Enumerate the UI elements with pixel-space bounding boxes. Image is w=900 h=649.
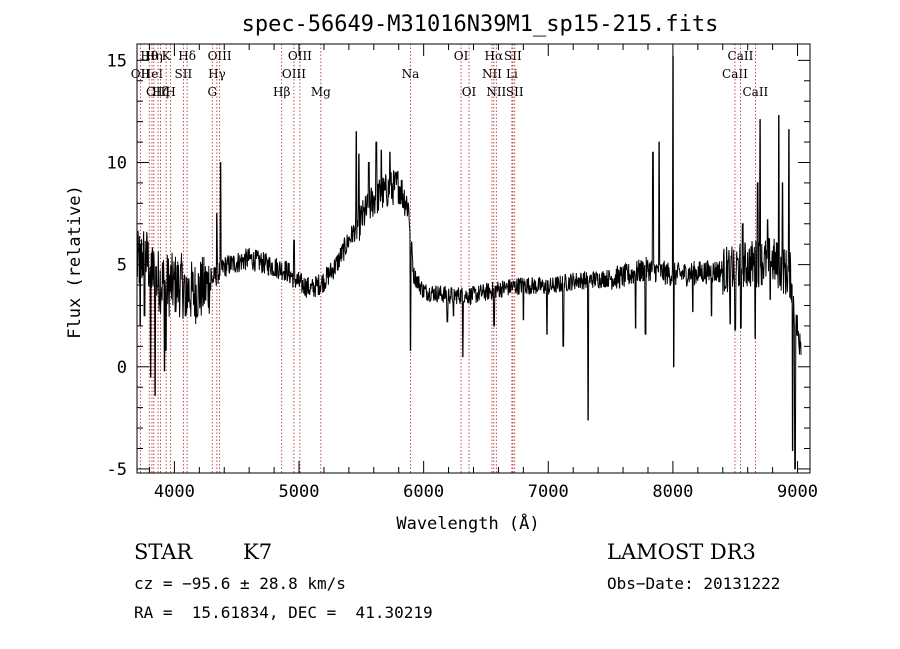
line-marker-label: SII [175,67,193,81]
line-marker-label: SII [506,85,524,99]
line-marker-label: Hβ [273,85,290,99]
line-marker-label: OII [131,67,151,81]
line-marker-label: OI [454,49,469,63]
y-tick-label: 10 [107,153,127,173]
line-marker-label: K [162,49,172,63]
x-axis-label: Wavelength (Å) [396,512,539,534]
line-marker-label: NII [486,85,506,99]
observation-date: Obs−Date: 20131222 [607,574,781,593]
axis-ticks: 4000 5000 6000 7000 8000 9000 -5 0 5 10 15 [107,44,818,502]
line-marker-label: CaII [722,67,748,81]
line-marker-label: Mg [311,85,331,99]
line-marker-label: Hγ [208,67,226,81]
object-subclass: K7 [243,540,273,564]
y-tick-label: 15 [107,51,127,71]
y-axis-label: Flux (relative) [65,185,85,339]
spectrum-series [137,55,802,470]
line-markers: OIIHθHeIHηOIIIHζKHSIIHδGHγOIIIHβOIIIOIII… [131,44,769,473]
object-class: STAR [134,540,193,564]
coordinates: RA = 15.61834, DEC = 41.30219 [134,603,433,622]
line-marker-label: Hα [485,49,504,63]
line-marker-label: HeI [141,67,164,81]
x-tick-label: 4000 [154,482,195,502]
x-tick-label: 5000 [279,482,320,502]
line-marker-label: OIII [146,85,170,99]
redshift-cz: cz = −95.6 ± 28.8 km/s [134,574,346,593]
y-tick-label: -5 [107,460,127,480]
x-tick-label: 7000 [528,482,569,502]
line-marker-label: NII [482,67,502,81]
chart-title: spec-56649-M31016N39M1_sp15-215.fits [242,12,719,37]
line-marker-label: CaII [728,49,754,63]
line-marker-label: G [207,85,217,99]
line-marker-label: Na [402,67,420,81]
line-marker-label: OIII [288,49,312,63]
y-tick-label: 5 [117,256,127,276]
line-marker-label: CaII [742,85,768,99]
line-marker-label: OIII [208,49,232,63]
line-marker-label: Li [506,67,518,81]
x-tick-label: 9000 [777,482,818,502]
line-marker-label: Hζ [152,85,169,99]
y-tick-label: 0 [117,358,127,378]
line-marker-label: Hδ [178,49,196,63]
line-marker-label: Hη [145,49,163,63]
line-marker-label: OI [462,85,477,99]
survey-name: LAMOST DR3 [607,540,756,564]
x-tick-label: 8000 [652,482,693,502]
line-marker-label: OIII [282,67,306,81]
line-marker-label: SII [504,49,522,63]
x-tick-label: 6000 [403,482,444,502]
spectrum-line [137,55,802,470]
line-marker-label: H [165,85,175,99]
